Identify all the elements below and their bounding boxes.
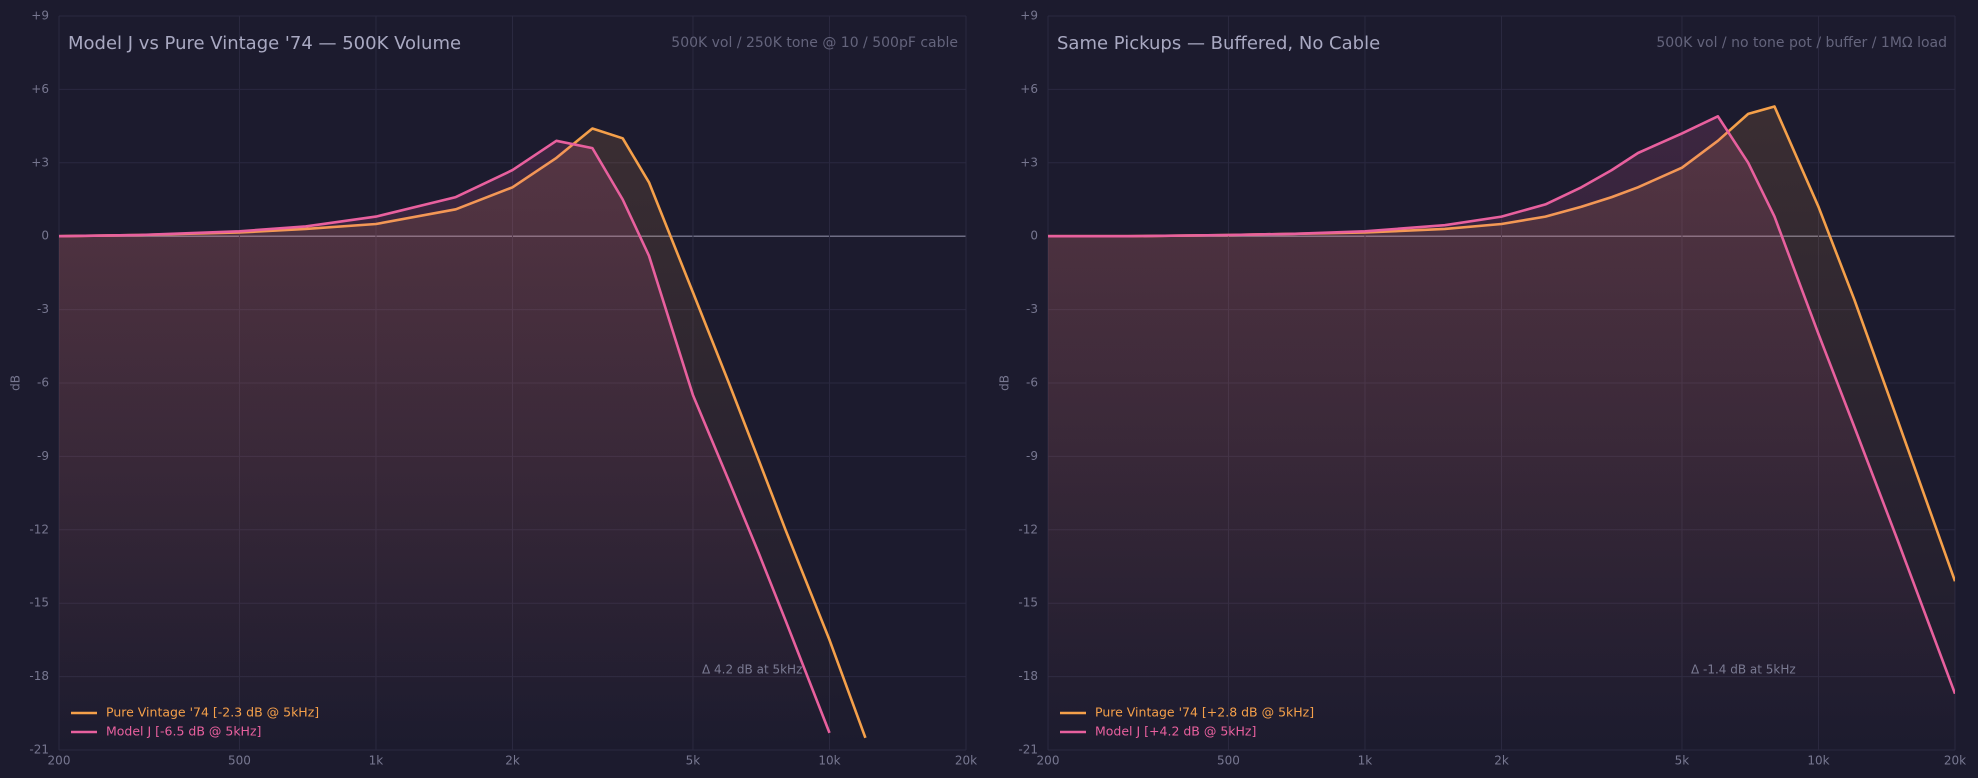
x-tick-label: 5k — [1675, 754, 1690, 768]
y-tick-label: +6 — [1020, 82, 1038, 96]
chart-subtitle: 500K vol / 250K tone @ 10 / 500pF cable — [671, 35, 958, 51]
legend-label: Pure Vintage '74 [-2.3 dB @ 5kHz] — [106, 705, 319, 720]
x-tick-label: 500 — [1217, 754, 1240, 768]
y-tick-label: -6 — [37, 376, 49, 390]
y-tick-label: -9 — [1026, 449, 1038, 463]
x-tick-label: 1k — [1358, 754, 1373, 768]
y-tick-label: -18 — [29, 669, 49, 683]
y-tick-label: -6 — [1026, 376, 1038, 390]
x-tick-label: 200 — [1037, 754, 1060, 768]
y-tick-label: -18 — [1018, 669, 1038, 683]
x-tick-label: 10k — [818, 754, 840, 768]
series-line — [1048, 115, 1955, 695]
y-tick-label: 0 — [41, 229, 49, 243]
legend-label: Model J [-6.5 dB @ 5kHz] — [106, 724, 261, 739]
x-tick-label: 20k — [1944, 754, 1966, 768]
y-tick-label: +9 — [31, 9, 49, 23]
plot-area — [1048, 105, 1955, 750]
series-line — [59, 139, 831, 734]
y-tick-label: +6 — [31, 82, 49, 96]
y-tick-label: -12 — [29, 522, 49, 536]
panel: -21 -18 -15 -12 -9 -6 -3 0 +3 +6 +9 200 500 1k 2k 5k 10k… — [9, 9, 978, 768]
y-tick-label: -9 — [37, 449, 49, 463]
x-tick-label: 1k — [369, 754, 384, 768]
y-tick-label: -21 — [29, 743, 49, 757]
y-axis-label: dB — [998, 375, 1012, 391]
annotation: Δ 4.2 dB at 5kHz — [702, 663, 802, 677]
chart-title: Model J vs Pure Vintage '74 — 500K Volum… — [68, 33, 461, 54]
panel: -21 -18 -15 -12 -9 -6 -3 0 +3 +6 +9 200 500 1k 2k 5k 10k… — [998, 9, 1967, 768]
series-area — [1048, 116, 1955, 750]
y-tick-label: -21 — [1018, 743, 1038, 757]
legend-label: Model J [+4.2 dB @ 5kHz] — [1095, 724, 1256, 739]
y-axis-label: dB — [9, 375, 23, 391]
y-tick-label: +9 — [1020, 9, 1038, 23]
x-tick-label: 2k — [1494, 754, 1509, 768]
chart-subtitle: 500K vol / no tone pot / buffer / 1MΩ lo… — [1656, 35, 1947, 51]
series-area — [59, 140, 830, 750]
y-tick-label: +3 — [31, 155, 49, 169]
x-tick-label: 2k — [505, 754, 520, 768]
x-tick-label: 500 — [228, 754, 251, 768]
x-tick-label: 5k — [686, 754, 701, 768]
y-tick-label: -15 — [29, 596, 49, 610]
y-tick-label: 0 — [1030, 229, 1038, 243]
y-tick-label: -12 — [1018, 522, 1038, 536]
plot-area — [59, 127, 867, 750]
y-tick-label: -3 — [1026, 302, 1038, 316]
y-tick-label: +3 — [1020, 155, 1038, 169]
y-tick-label: -3 — [37, 302, 49, 316]
legend-label: Pure Vintage '74 [+2.8 dB @ 5kHz] — [1095, 705, 1314, 720]
chart-title: Same Pickups — Buffered, No Cable — [1057, 33, 1380, 54]
annotation: Δ -1.4 dB at 5kHz — [1691, 663, 1796, 677]
x-tick-label: 20k — [955, 754, 977, 768]
x-tick-label: 10k — [1807, 754, 1829, 768]
y-tick-label: -15 — [1018, 596, 1038, 610]
x-tick-label: 200 — [48, 754, 71, 768]
